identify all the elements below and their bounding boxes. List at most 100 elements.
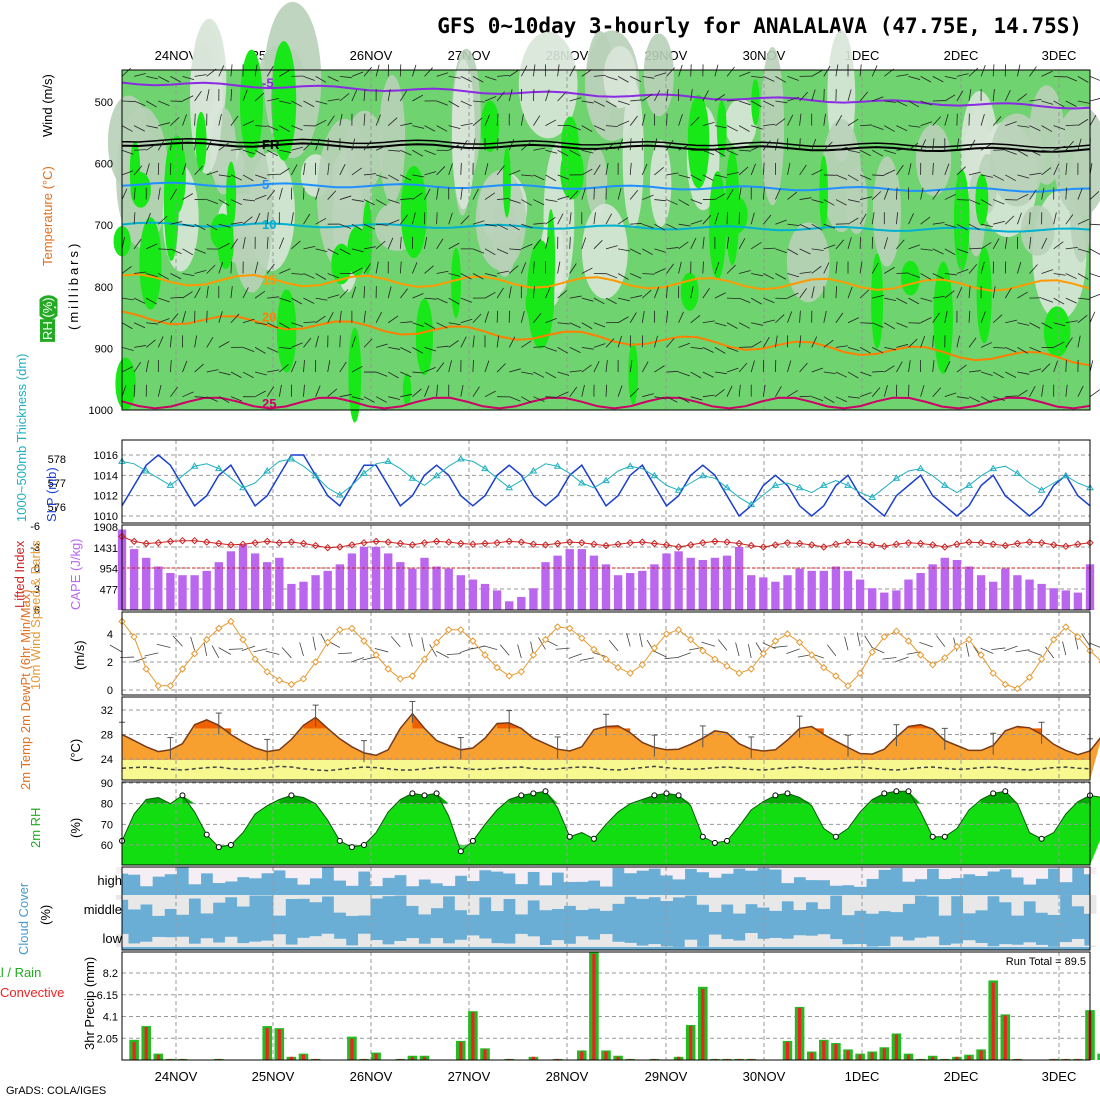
rh-point (348, 844, 355, 851)
wind-barb (666, 113, 668, 126)
high-cloud-gap (164, 867, 177, 875)
wind-barb (775, 100, 788, 104)
middle-cloud-gap (793, 895, 807, 911)
wind-barb (968, 139, 976, 151)
wind-barb (1089, 191, 1100, 200)
wind-barb (400, 149, 412, 156)
cape-bar (747, 575, 756, 610)
high-cloud-gap (273, 867, 286, 871)
low-cloud-gap (781, 938, 794, 947)
wind-barb (1004, 89, 1011, 102)
moist-region (722, 195, 748, 235)
wind-barb (218, 142, 229, 151)
middle-cloud-gap (624, 895, 637, 897)
middle-cloud-gap (479, 895, 492, 898)
wind-barb (375, 64, 380, 77)
precip-conv-bar (967, 1055, 971, 1060)
wind-barb (993, 174, 1005, 181)
wind-barb (267, 322, 279, 329)
li-point (723, 538, 731, 546)
thickness-point (965, 481, 973, 488)
wind-barb (424, 385, 430, 397)
slp-tick: 1016 (94, 450, 118, 462)
wind-barb (375, 114, 381, 126)
wind-barb (230, 371, 242, 379)
wind-barb (1029, 189, 1037, 200)
middle-cloud-gap (1035, 895, 1049, 913)
isotherm-label: FR (262, 137, 280, 152)
rh-high-cap (787, 793, 800, 804)
rh-high-cap (799, 797, 812, 804)
wind-barb (339, 113, 343, 126)
thickness-point (384, 457, 393, 464)
wind-barb (557, 347, 569, 354)
wind-barb (617, 385, 623, 397)
wind-barb (617, 187, 622, 200)
wind-barb (194, 138, 197, 151)
wind-barb (714, 371, 727, 375)
middle-cloud-gap (854, 895, 867, 911)
wind-barb (859, 392, 872, 398)
wind-barb (678, 371, 691, 377)
wind-barb (339, 75, 352, 79)
rh-point (990, 790, 997, 797)
wind-barb (992, 314, 1003, 324)
wind10m-point (626, 669, 634, 677)
wind10m-barb (408, 632, 413, 647)
cape-bar (795, 568, 804, 610)
wind-barb (702, 394, 715, 398)
low-cloud-gap (769, 937, 782, 947)
rh-point (421, 792, 428, 799)
high-cloud-gap (963, 867, 976, 875)
wind10m-barb (156, 643, 171, 648)
wind-barb (388, 347, 401, 350)
wind-barb (121, 170, 134, 176)
wind-barb (1077, 335, 1081, 348)
li-point (807, 541, 816, 549)
wind-barb (1029, 322, 1041, 329)
cape-bar (190, 575, 199, 610)
wind10m-barb (773, 645, 788, 648)
wind-barb (412, 192, 423, 200)
li-point (686, 541, 695, 549)
cape-bar (154, 566, 163, 610)
cape-bar (855, 579, 865, 610)
wind-barb (605, 384, 608, 397)
low-cloud-gap (963, 940, 976, 947)
wind-barb (835, 146, 848, 151)
rh-line (121, 790, 1100, 853)
li-point (904, 539, 913, 547)
moist-region (819, 155, 828, 231)
wind-barb (327, 273, 340, 279)
low-cloud-gap (563, 943, 577, 947)
wind-barb (242, 199, 255, 202)
wind-barb (956, 199, 969, 201)
wind-barb (811, 169, 823, 176)
wind-barb (424, 297, 437, 300)
low-cloud-gap (382, 944, 395, 947)
wind-barb (884, 322, 895, 330)
dry-region (586, 147, 608, 217)
wind-barb (920, 335, 926, 348)
wind-barb (920, 216, 931, 225)
wind-barb (557, 391, 569, 398)
wind-barb (775, 248, 787, 254)
thickness-tick: 578 (48, 454, 66, 466)
wind-barb (170, 360, 172, 373)
middle-cloud-gap (745, 895, 758, 905)
cloud-units: (%) (38, 905, 53, 925)
wind-barb (194, 248, 206, 254)
precip-conv-bar (701, 988, 705, 1060)
wind-barb (593, 187, 595, 200)
cape-bar (311, 575, 320, 610)
thickness-point (432, 471, 441, 479)
li-point (759, 543, 768, 551)
wind-barb (1005, 319, 1018, 324)
li-point (348, 541, 356, 549)
wind-barb (714, 262, 720, 274)
wind-barb (388, 149, 401, 152)
wind-barb (654, 286, 660, 299)
wind10m-barb (421, 637, 425, 652)
wind-barb (133, 361, 142, 373)
wind-barb (738, 71, 751, 77)
